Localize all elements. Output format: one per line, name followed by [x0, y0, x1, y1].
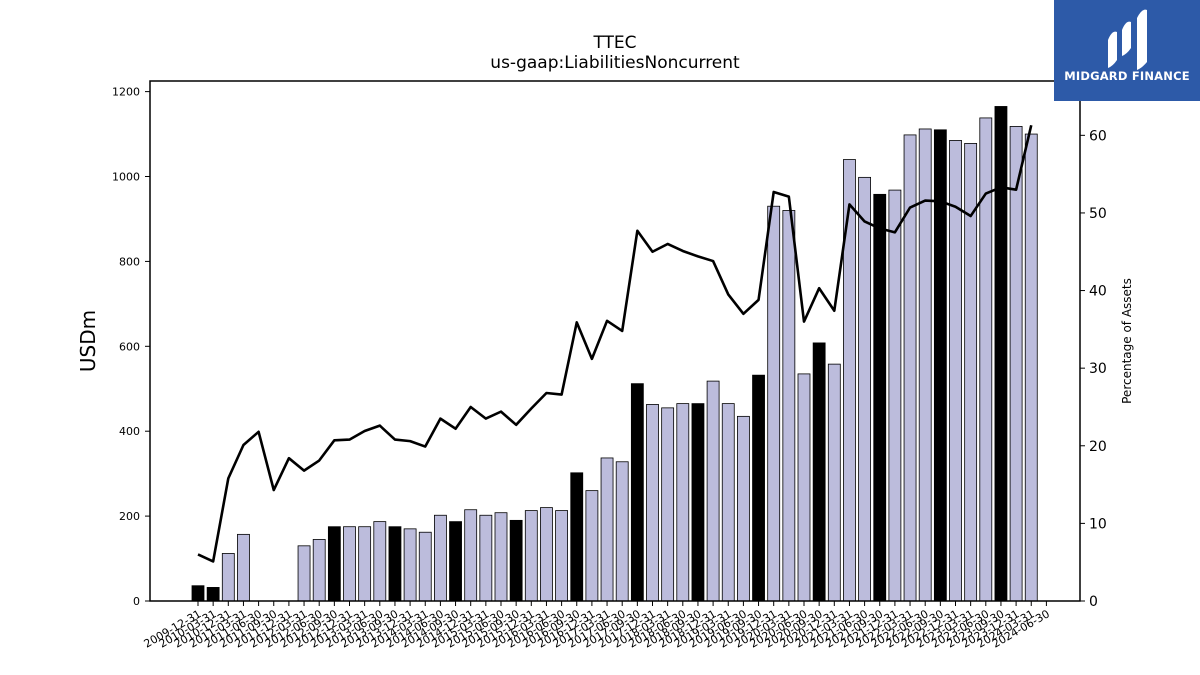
y2-tick-label-50: 50 [1089, 206, 1107, 222]
y-tick-label-600: 600 [119, 340, 140, 353]
bar-2014-12-31 [464, 509, 478, 602]
bar-2018-03-31 [661, 407, 675, 602]
bar-2013-09-30 [388, 526, 402, 602]
bar-2018-06-30 [676, 403, 690, 602]
bar-2016-06-30 [555, 510, 568, 602]
bar-2016-12-31 [585, 490, 599, 602]
y2-tick-label-0: 0 [1089, 594, 1098, 610]
bar-2020-12-31 [827, 363, 841, 602]
midgard-logo-icon [1108, 9, 1147, 70]
bar-2019-09-30 [752, 374, 765, 602]
bar-2018-12-31 [706, 380, 720, 602]
y-axis-left: 0 200 400 600 800 1000 1200 [112, 86, 150, 608]
bar-2015-06-30 [494, 512, 508, 602]
bar-2018-09-30 [691, 403, 705, 602]
bar-2019-12-31 [767, 205, 781, 602]
bar-2017-03-31 [600, 457, 614, 602]
bar-2019-03-31 [721, 403, 735, 602]
y-tick-label-400: 400 [119, 425, 140, 438]
y2-tick-label-40: 40 [1089, 284, 1107, 300]
bar-2020-09-30 [812, 342, 826, 602]
y-axis-right: 0 10 20 30 40 50 60 [1080, 128, 1107, 610]
bar-2017-12-31 [646, 404, 659, 602]
chart-subtitle: us-gaap:LiabilitiesNoncurrent [490, 53, 740, 73]
bar-2013-06-30 [373, 521, 387, 602]
chart-title: TTEC [592, 33, 636, 53]
y-tick-label-0: 0 [133, 595, 140, 608]
bar-2017-09-30 [630, 383, 644, 602]
y2-tick-label-20: 20 [1089, 439, 1107, 455]
bar-2011-03-31 [237, 533, 250, 602]
bar-2024-03-31 [1024, 133, 1038, 602]
bar-2010-03-31 [206, 587, 220, 602]
y-tick-label-800: 800 [119, 255, 140, 268]
y-tick-label-1200: 1200 [112, 86, 140, 99]
brand-logo-text: MIDGARD FINANCE [1064, 69, 1190, 83]
y-axis-title-left: USDm [76, 310, 100, 372]
bar-2015-09-30 [509, 519, 523, 602]
bar-2015-12-31 [524, 510, 538, 602]
bar-2021-09-30 [873, 193, 887, 602]
percentage-line [197, 124, 1033, 563]
bar-2019-06-30 [737, 415, 750, 602]
bar-2013-03-31 [358, 526, 372, 602]
bar-2009-12-31 [191, 585, 205, 602]
line-layer [197, 124, 1033, 563]
plot-frame [149, 80, 1081, 602]
y-tick-label-1000: 1000 [112, 171, 140, 184]
brand-logo: MIDGARD FINANCE [1054, 0, 1200, 101]
y-tick-label-200: 200 [119, 510, 140, 523]
bar-2012-09-30 [327, 526, 341, 602]
y2-tick-label-30: 30 [1089, 361, 1107, 377]
y2-tick-label-10: 10 [1089, 516, 1107, 532]
y-axis-title-right: Percentage of Assets [1120, 278, 1134, 404]
bar-2016-03-31 [540, 507, 553, 602]
bar-2021-06-30 [858, 176, 871, 602]
bar-2014-06-30 [433, 514, 447, 602]
bar-2023-09-30 [994, 106, 1008, 602]
bar-2012-06-30 [312, 539, 326, 602]
x-axis: 2009-12-312010-03-312010-12-312011-03-31… [142, 601, 1052, 651]
bar-2012-03-31 [297, 545, 311, 602]
bar-2023-12-31 [1009, 126, 1023, 602]
bar-2020-03-31 [782, 210, 796, 602]
bar-2023-06-30 [979, 117, 993, 602]
bar-2013-12-31 [403, 528, 417, 602]
y2-tick-label-60: 60 [1089, 128, 1107, 144]
bar-2017-06-30 [615, 461, 629, 602]
bar-2014-03-31 [418, 531, 432, 602]
bars-layer [191, 106, 1038, 602]
bar-2014-09-30 [449, 521, 462, 602]
bar-2010-12-31 [221, 553, 235, 602]
bar-2016-09-30 [570, 472, 584, 602]
bar-2015-03-31 [479, 514, 493, 602]
bar-2021-12-31 [888, 189, 902, 602]
bar-2020-06-30 [797, 373, 811, 602]
bar-2012-12-31 [343, 526, 356, 602]
